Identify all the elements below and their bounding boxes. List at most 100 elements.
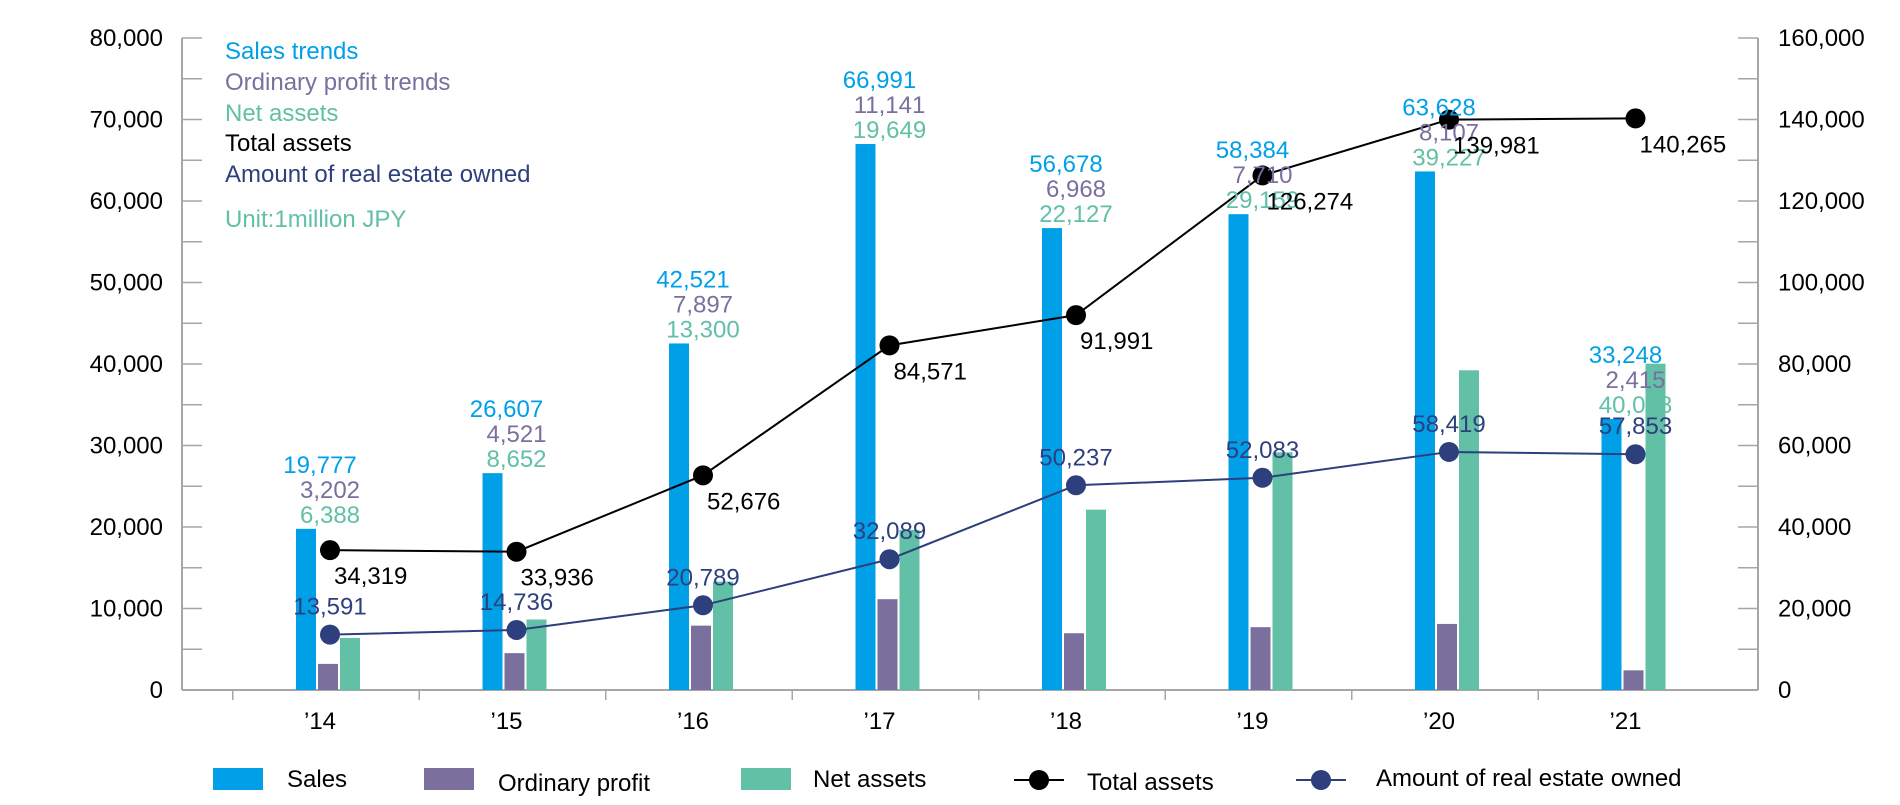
annotation-unit: Unit:1million JPY [225,206,406,233]
x-tick-label: ’15 [490,708,522,735]
data-label-sales: 26,607 [470,396,543,423]
data-label-net-assets: 22,127 [1039,201,1112,228]
data-label-ordinary-profit: 4,521 [486,421,546,448]
bar-ordinary-profit [318,663,338,690]
y-right-tick-label: 80,000 [1778,351,1851,378]
data-label-ordinary-profit: 2,415 [1605,367,1665,394]
legend-label-total-assets: Total assets [1087,769,1214,796]
bar-net-assets [340,637,360,690]
legend-label-net-assets: Net assets [813,766,926,793]
legend-label-real-estate: Amount of real estate owned [1376,765,1682,792]
bar-ordinary-profit [691,625,711,690]
legend-label-sales: Sales [287,766,347,793]
y-left-tick-label: 20,000 [90,514,163,541]
y-left-tick-label: 80,000 [90,25,163,52]
y-right-tick-label: 120,000 [1778,188,1865,215]
point-real-estate [1066,475,1086,496]
line-total-assets [329,117,1636,553]
y-right-tick-label: 40,000 [1778,514,1851,541]
bar-sales [1042,228,1062,691]
bar-ordinary-profit [1437,623,1457,690]
data-label-real-estate: 58,419 [1412,411,1485,438]
bar-ordinary-profit [504,653,525,690]
point-total-assets [879,335,900,356]
x-tick-label: ’14 [304,708,336,735]
x-tick-label: ’20 [1423,708,1455,735]
data-label-net-assets: 19,649 [853,117,926,144]
point-total-assets [506,541,527,562]
bar-sales [669,343,689,690]
bar-ordinary-profit [1064,633,1084,690]
legend-swatch-ordinary-profit [424,768,474,790]
point-real-estate [320,624,340,645]
data-labels: 19,7773,2026,38826,6074,5218,65242,5217,… [283,67,1726,621]
data-label-ordinary-profit: 8,107 [1419,119,1479,146]
data-label-sales: 66,991 [843,67,916,94]
y-left-tick-label: 50,000 [90,270,163,297]
data-label-net-assets: 40,038 [1599,392,1672,419]
data-label-ordinary-profit: 3,202 [300,477,360,504]
data-label-total-assets: 84,571 [894,358,967,385]
point-real-estate [693,595,713,616]
lines [320,108,1646,645]
data-label-total-assets: 33,936 [521,565,594,592]
bar-sales [855,144,876,691]
x-tick-label: ’16 [677,708,709,735]
data-label-total-assets: 91,991 [1080,328,1153,355]
bar-net-assets [1086,509,1106,690]
bar-sales [1415,171,1435,691]
bar-sales [1228,214,1249,690]
data-label-total-assets: 126,274 [1267,188,1354,215]
bar-net-assets [713,581,733,690]
point-total-assets [1066,305,1086,326]
point-real-estate [879,549,900,570]
data-label-sales: 33,248 [1589,342,1662,369]
data-label-real-estate: 14,736 [480,589,553,616]
point-total-assets [1439,109,1459,130]
bars [296,144,1666,691]
data-label-net-assets: 6,388 [300,502,360,529]
bar-ordinary-profit [877,599,898,690]
bar-sales [296,528,316,690]
y-left-tick-label: 70,000 [90,107,163,134]
data-label-total-assets: 34,319 [334,563,407,590]
data-label-ordinary-profit: 7,897 [673,291,733,318]
legend: Sales Ordinary profit Net assets Total a… [213,765,1682,797]
annotation-total-assets: Total assets [225,130,352,157]
y-right-tick-label: 100,000 [1778,270,1865,297]
data-label-net-assets: 29,159 [1226,187,1299,214]
data-label-ordinary-profit: 7,710 [1232,162,1292,189]
bar-net-assets [1645,363,1666,690]
bar-sales [482,473,503,690]
data-label-total-assets: 139,981 [1453,133,1540,160]
legend-swatch-sales [213,768,263,790]
data-label-sales: 58,384 [1216,137,1289,164]
line-real-estate [329,450,1636,636]
bar-net-assets [899,529,920,690]
bar-sales [1601,419,1622,690]
bar-ordinary-profit [1623,670,1644,690]
x-tick-label: ’18 [1050,708,1082,735]
y-right-tick-label: 0 [1778,677,1791,704]
point-real-estate [1625,444,1646,465]
data-label-net-assets: 13,300 [666,316,739,343]
legend-label-ordinary-profit: Ordinary profit [498,770,650,797]
bar-net-assets [526,619,547,690]
bar-net-assets [1459,370,1479,690]
bar-ordinary-profit [1250,627,1271,690]
y-left-tick-label: 0 [150,677,163,704]
data-label-sales: 63,628 [1402,94,1475,121]
data-label-total-assets: 52,676 [707,488,780,515]
point-total-assets [1252,165,1273,186]
data-label-sales: 56,678 [1029,151,1102,178]
point-real-estate [506,619,527,640]
y-right-tick-label: 160,000 [1778,25,1865,52]
annotation-block: Sales trends Ordinary profit trends Net … [225,38,531,233]
annotation-net-assets: Net assets [225,100,338,127]
data-label-net-assets: 8,652 [486,446,546,473]
data-label-net-assets: 39,227 [1412,144,1485,171]
y-left-tick-label: 30,000 [90,433,163,460]
point-real-estate [1252,467,1273,488]
